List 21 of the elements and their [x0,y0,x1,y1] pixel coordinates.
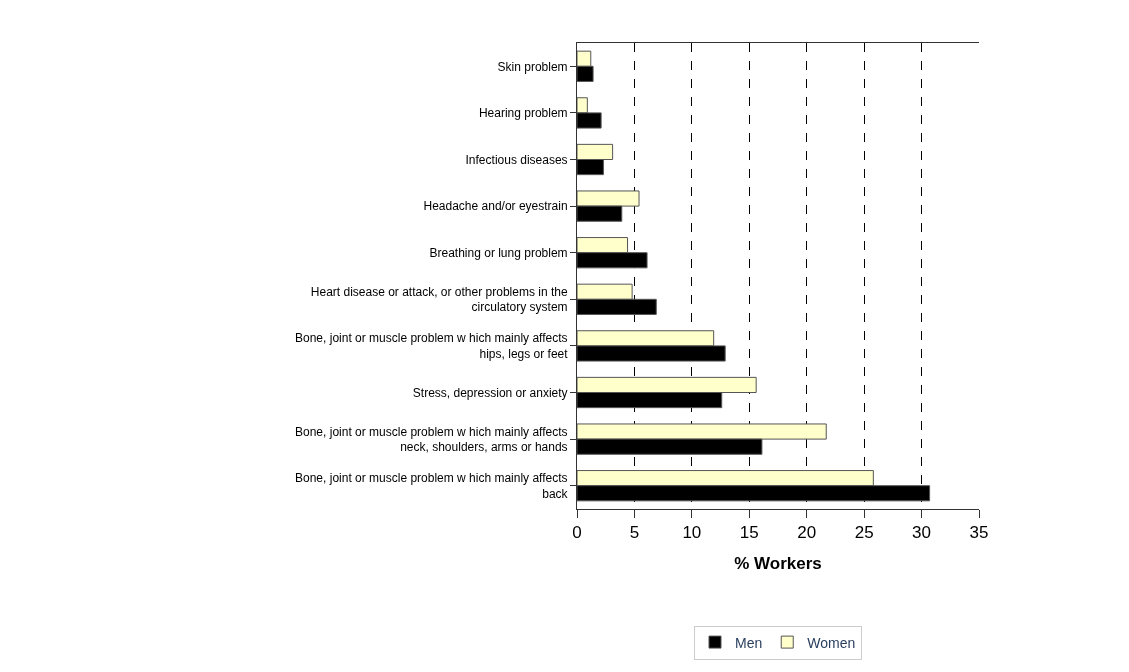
legend-label: Women [807,634,856,651]
y-tick-label: Bone, joint or muscle problem w hich mainly affects neck, shoulders, arms or hands [295,424,568,455]
x-tick-label: 20 [797,523,817,543]
x-tick-label: 15 [739,523,759,543]
y-tick-label: Headache and/or eyestrain [423,199,568,214]
y-tick-label: Bone, joint or muscle problem w hich mainly affects back [295,471,569,501]
y-tick-label: Heart disease or attack, or other problems in the circulatory system [310,284,568,315]
x-tick-label: 0 [572,523,582,543]
x-tick-label: 5 [629,523,640,543]
x-tick-label: 35 [969,523,989,543]
x-tick-label: 30 [912,523,932,543]
x-tick-label: 25 [854,523,874,543]
y-tick-label: Stress, depression or anxiety [412,385,568,400]
y-tick-label: Skin problem [497,59,568,74]
y-tick-label: Breathing or lung problem [429,245,568,260]
legend-label: Men [735,634,763,651]
y-tick-label: Bone, joint or muscle problem w hich mainly affects hips, legs or feet [295,331,569,361]
y-tick-label: Hearing problem [478,106,568,121]
x-tick-label: 10 [682,523,702,543]
x-axis-title: % Workers [734,553,822,573]
y-tick-label: Infectious diseases [465,152,568,167]
